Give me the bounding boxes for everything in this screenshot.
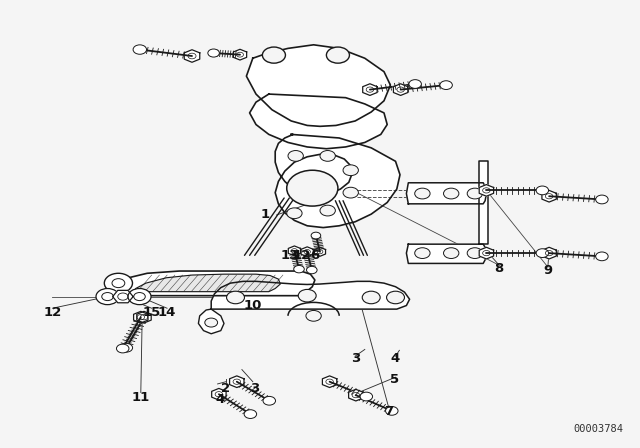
Circle shape [343,187,358,198]
Circle shape [343,165,358,176]
Polygon shape [275,134,400,228]
Polygon shape [323,376,337,388]
Polygon shape [246,45,390,126]
Polygon shape [363,84,377,95]
Circle shape [415,188,430,199]
Polygon shape [113,290,133,303]
Polygon shape [137,311,151,323]
Text: 11: 11 [132,391,150,405]
Polygon shape [394,84,408,95]
Polygon shape [314,247,326,256]
Polygon shape [250,94,387,149]
Circle shape [287,208,302,219]
Circle shape [326,47,349,63]
Circle shape [415,248,430,258]
Circle shape [104,273,132,293]
Text: 10: 10 [244,299,262,312]
Circle shape [307,267,317,274]
Polygon shape [211,281,410,309]
Polygon shape [542,247,556,259]
Circle shape [208,49,220,57]
Polygon shape [198,309,224,334]
Polygon shape [542,190,556,202]
Polygon shape [301,247,314,257]
Polygon shape [479,161,488,244]
Circle shape [362,291,380,304]
Polygon shape [349,389,363,401]
Text: 3: 3 [250,382,259,395]
Circle shape [133,45,147,54]
Polygon shape [230,376,244,388]
Polygon shape [134,274,280,292]
Circle shape [409,80,421,88]
Circle shape [294,266,304,273]
Circle shape [120,343,132,352]
Text: 00003784: 00003784 [573,424,623,434]
Text: 13: 13 [280,249,298,262]
Circle shape [596,195,608,204]
Polygon shape [406,244,486,263]
Text: 5: 5 [390,373,399,387]
Text: 3: 3 [351,352,360,365]
Circle shape [536,249,548,258]
Text: 14: 14 [158,306,176,319]
Circle shape [467,248,483,258]
Circle shape [444,248,459,258]
Circle shape [320,205,335,216]
Circle shape [467,188,483,199]
Text: 1: 1 [261,207,270,221]
Circle shape [227,291,244,304]
Circle shape [444,188,459,199]
Text: 7: 7 [384,405,393,418]
Text: 15: 15 [143,306,161,319]
Polygon shape [234,49,246,60]
Circle shape [320,151,335,161]
Polygon shape [479,185,493,196]
Circle shape [536,186,548,195]
Polygon shape [479,247,493,259]
Circle shape [287,170,338,206]
Circle shape [205,318,218,327]
Polygon shape [212,388,226,400]
Text: 9: 9 [543,264,552,277]
Text: 2: 2 [221,382,230,395]
Text: 6: 6 [310,249,319,262]
Text: 4: 4 [390,352,399,365]
Circle shape [596,252,608,261]
Polygon shape [184,50,200,62]
Circle shape [298,289,316,302]
Circle shape [387,291,404,304]
Circle shape [263,396,275,405]
Circle shape [385,406,398,415]
Circle shape [262,47,285,63]
Circle shape [96,289,119,305]
Text: 8: 8 [495,262,504,276]
Circle shape [440,81,452,90]
Circle shape [128,289,151,305]
Text: 12: 12 [44,306,61,319]
Text: 12: 12 [292,249,310,262]
Circle shape [288,151,303,161]
Text: 4: 4 [216,393,225,406]
Polygon shape [134,311,148,323]
Circle shape [311,232,321,239]
Circle shape [244,410,257,418]
Polygon shape [112,271,315,296]
Circle shape [306,310,321,321]
Polygon shape [406,183,486,204]
Circle shape [116,344,129,353]
Polygon shape [288,246,301,256]
Circle shape [360,392,372,401]
